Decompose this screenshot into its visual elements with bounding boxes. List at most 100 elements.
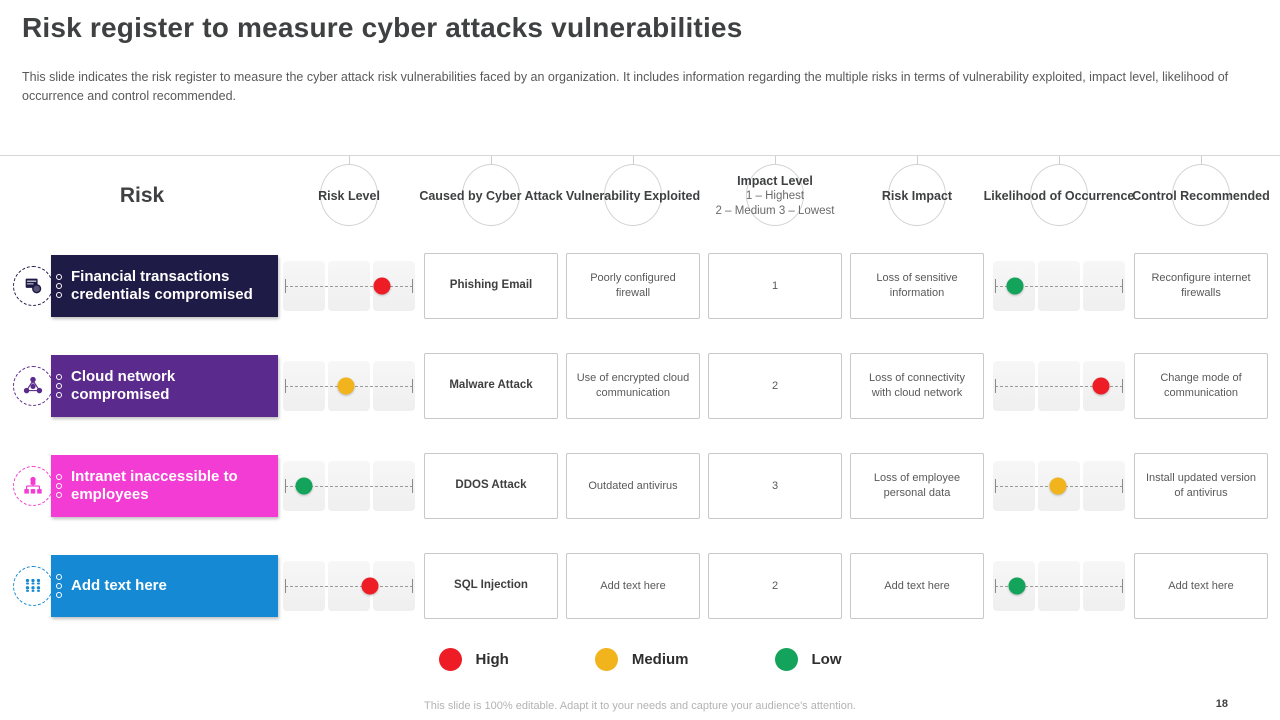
risk-impact-cell: Loss of connectivity with cloud network <box>850 353 984 419</box>
column-header-control: Control Recommended <box>1130 156 1272 236</box>
slider-track <box>285 586 413 587</box>
likelihood-slider <box>993 261 1125 311</box>
table-header-row: Risk Risk Level Caused by Cyber Attack V… <box>0 156 1280 236</box>
risk-impact-cell: Add text here <box>850 553 984 619</box>
impact-level-cell: 2 <box>708 553 842 619</box>
legend-label: High <box>475 651 509 668</box>
connector-line <box>633 156 634 166</box>
caused-by-cell: Phishing Email <box>424 253 558 319</box>
network-nodes-icon <box>13 366 53 406</box>
risk-name: Cloud network compromised <box>71 368 176 403</box>
bullet-dots <box>56 374 62 398</box>
impact-level-header-label: Impact Level <box>737 173 813 188</box>
risk-level-slider <box>283 561 415 611</box>
likelihood-dot <box>1049 477 1067 495</box>
column-header-caused-by: Caused by Cyber Attack <box>419 156 563 236</box>
connector-line <box>491 156 492 166</box>
risk-register-table: Risk Risk Level Caused by Cyber Attack V… <box>0 155 1280 636</box>
editable-note: This slide is 100% editable. Adapt it to… <box>424 700 856 712</box>
impact-scale-line2: 2 – Medium 3 – Lowest <box>715 205 835 218</box>
impact-level-cell: 3 <box>708 453 842 519</box>
vulnerability-cell: Add text here <box>566 553 700 619</box>
column-header-impact-level: Impact Level 1 – Highest 2 – Medium 3 – … <box>704 156 846 236</box>
control-header-label: Control Recommended <box>1132 188 1270 203</box>
header-circle <box>1172 164 1230 226</box>
slider-track <box>285 486 413 487</box>
risk-impact-cell: Loss of employee personal data <box>850 453 984 519</box>
connector-line <box>349 156 350 166</box>
header-circle <box>604 164 662 226</box>
page-number: 18 <box>1215 698 1228 710</box>
column-header-likelihood: Likelihood of Occurrence <box>984 156 1134 236</box>
likelihood-dot <box>1006 277 1024 295</box>
caused-by-cell: DDOS Attack <box>424 453 558 519</box>
legend-item-low: Low <box>774 648 842 671</box>
caused-by-cell: SQL Injection <box>424 553 558 619</box>
risk-impact-cell: Loss of sensitive information <box>850 253 984 319</box>
connector-line <box>775 156 776 166</box>
risk-name: Financial transactions credentials compr… <box>71 268 253 303</box>
header-circle <box>1030 164 1088 226</box>
slider-track <box>995 586 1123 587</box>
page-title: Risk register to measure cyber attacks v… <box>22 12 743 43</box>
risk-name-bar: Cloud network compromised <box>51 355 278 417</box>
likelihood-header-label: Likelihood of Occurrence <box>983 188 1135 203</box>
likelihood-slider <box>993 361 1125 411</box>
table-row: Add text here SQL Injection Add text her… <box>0 536 1280 636</box>
header-divider-line <box>0 155 1280 156</box>
finance-documents-icon <box>13 266 53 306</box>
control-cell: Install updated version of antivirus <box>1134 453 1268 519</box>
risk-level-dot <box>373 277 391 295</box>
risk-header-label: Risk <box>119 184 165 207</box>
legend-label: Low <box>811 651 842 668</box>
risk-level-dot <box>361 577 379 595</box>
legend-item-high: High <box>438 648 509 671</box>
hierarchy-icon <box>13 466 53 506</box>
control-cell: Change mode of communication <box>1134 353 1268 419</box>
likelihood-slider <box>993 461 1125 511</box>
header-circle <box>746 164 804 226</box>
high-dot <box>438 648 462 671</box>
risk-level-dot <box>295 477 313 495</box>
risk-level-slider <box>283 261 415 311</box>
header-circle <box>320 164 378 226</box>
vulnerability-cell: Outdated antivirus <box>566 453 700 519</box>
bullet-dots <box>56 274 62 298</box>
table-row: Cloud network compromised Malware Attack… <box>0 336 1280 436</box>
risk-name: Intranet inaccessible to employees <box>71 468 238 503</box>
vulnerability-cell: Use of encrypted cloud communication <box>566 353 700 419</box>
connector-line <box>1201 156 1202 166</box>
severity-legend: High Medium Low <box>0 648 1280 671</box>
control-cell: Add text here <box>1134 553 1268 619</box>
column-header-risk: Risk <box>6 156 278 236</box>
risk-level-slider <box>283 361 415 411</box>
caused-by-header-label: Caused by Cyber Attack <box>419 188 563 203</box>
table-row: Financial transactions credentials compr… <box>0 236 1280 336</box>
slider-track <box>995 386 1123 387</box>
column-header-risk-impact: Risk Impact <box>846 156 988 236</box>
team-group-icon <box>13 566 53 606</box>
risk-level-slider <box>283 461 415 511</box>
caused-by-cell: Malware Attack <box>424 353 558 419</box>
likelihood-dot <box>1092 377 1110 395</box>
likelihood-slider <box>993 561 1125 611</box>
impact-level-cell: 1 <box>708 253 842 319</box>
medium-dot <box>594 648 618 671</box>
risk-name-bar: Financial transactions credentials compr… <box>51 255 278 317</box>
low-dot <box>774 648 798 671</box>
table-row: Intranet inaccessible to employees DDOS … <box>0 436 1280 536</box>
slider-track <box>285 286 413 287</box>
slider-track <box>995 286 1123 287</box>
impact-scale-line1: 1 – Highest <box>745 190 805 203</box>
connector-line <box>917 156 918 166</box>
risk-name-bar: Intranet inaccessible to employees <box>51 455 278 517</box>
risk-level-dot <box>337 377 355 395</box>
control-cell: Reconfigure internet firewalls <box>1134 253 1268 319</box>
bullet-dots <box>56 474 62 498</box>
connector-line <box>1059 156 1060 166</box>
risk-impact-header-label: Risk Impact <box>881 188 953 203</box>
page-description: This slide indicates the risk register t… <box>22 70 1229 103</box>
column-header-risk-level: Risk Level <box>278 156 420 236</box>
risk-name: Add text here <box>71 577 167 594</box>
column-header-vulnerability: Vulnerability Exploited <box>562 156 704 236</box>
